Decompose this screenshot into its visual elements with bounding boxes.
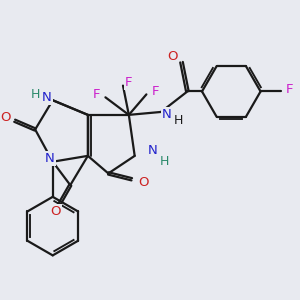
Text: F: F bbox=[152, 85, 159, 98]
Text: H: H bbox=[174, 114, 183, 127]
Text: O: O bbox=[167, 50, 178, 63]
Text: N: N bbox=[162, 108, 172, 122]
Text: F: F bbox=[286, 83, 294, 97]
Text: O: O bbox=[50, 205, 61, 218]
Text: N: N bbox=[147, 143, 157, 157]
Text: O: O bbox=[1, 111, 11, 124]
Text: F: F bbox=[125, 76, 133, 89]
Text: H: H bbox=[159, 155, 169, 168]
Text: N: N bbox=[45, 152, 55, 165]
Text: O: O bbox=[138, 176, 149, 189]
Text: N: N bbox=[42, 91, 52, 104]
Text: F: F bbox=[93, 88, 100, 101]
Text: H: H bbox=[31, 88, 40, 101]
